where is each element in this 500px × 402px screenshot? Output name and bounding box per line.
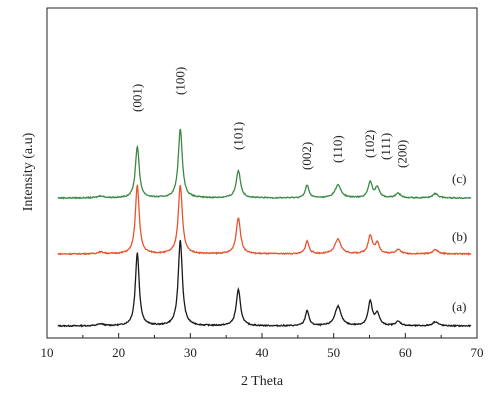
series-line-c [57, 128, 472, 200]
x-tick-label-6: 70 [471, 345, 484, 360]
x-axis-ticks [46, 333, 478, 338]
x-tick-label-2: 30 [184, 345, 197, 360]
series-line-a [57, 239, 472, 328]
y-axis-title: Intensity (a.u) [21, 132, 36, 211]
x-tick-label-5: 60 [399, 345, 412, 360]
series-label-b: (b) [452, 229, 467, 244]
plot-frame [46, 7, 478, 339]
peak-labels: (001) (100) (101) (002) (110) (102) (111) (200) [129, 67, 409, 170]
peak-label-6: (111) [378, 133, 393, 160]
peak-label-3: (002) [299, 142, 314, 170]
x-tick-label-0: 10 [41, 345, 54, 360]
x-axis-tick-labels: 10 20 30 40 50 60 70 [41, 345, 484, 360]
peak-label-2: (101) [230, 122, 245, 150]
series-label-a: (a) [452, 299, 466, 314]
x-axis-title: 2 Theta [241, 374, 284, 389]
series-labels: (a) (b) (c) [452, 171, 467, 314]
peak-label-4: (110) [330, 135, 345, 163]
x-tick-label-1: 20 [112, 345, 125, 360]
peak-label-0: (001) [129, 84, 144, 112]
peak-label-7: (200) [395, 140, 410, 168]
peak-label-5: (102) [362, 130, 377, 158]
series-label-c: (c) [452, 171, 466, 186]
series-lines [57, 128, 472, 328]
peak-label-1: (100) [172, 67, 187, 95]
x-tick-label-4: 50 [327, 345, 340, 360]
series-line-b [57, 184, 472, 256]
x-tick-label-3: 40 [256, 345, 269, 360]
